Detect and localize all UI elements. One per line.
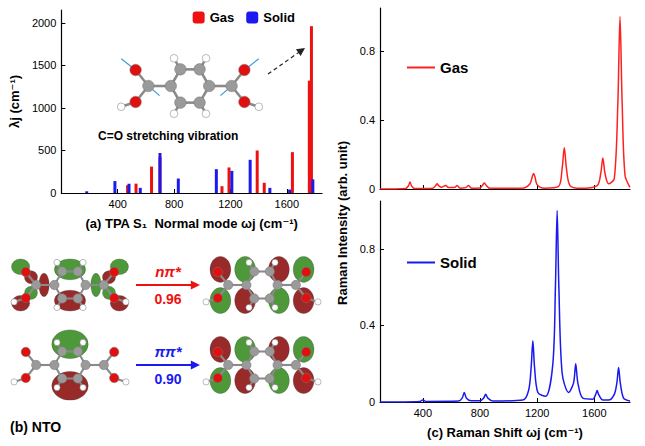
svg-text:Solid: Solid (440, 254, 477, 271)
svg-text:(b) NTO: (b) NTO (10, 419, 61, 435)
svg-text:nπ*: nπ* (155, 263, 182, 280)
svg-text:800: 800 (471, 407, 489, 419)
svg-text:1500: 1500 (32, 59, 56, 71)
svg-text:500: 500 (38, 144, 56, 156)
svg-text:1200: 1200 (525, 407, 549, 419)
svg-text:800: 800 (165, 198, 183, 210)
svg-text:(a) TPA S₁ Normal mode ωj (cm: (a) TPA S₁ Normal mode ωj (cm⁻¹) (85, 216, 297, 231)
svg-text:0.96: 0.96 (154, 291, 181, 307)
svg-text:0.90: 0.90 (154, 371, 181, 387)
html-text:Raman Intensity (arb. unit): Raman Intensity (arb. unit) (334, 141, 350, 305)
svg-text:(c) Raman Shift ωj (cm⁻¹): (c) Raman Shift ωj (cm⁻¹) (427, 425, 583, 440)
svg-text:0.8: 0.8 (360, 45, 375, 57)
svg-text:2000: 2000 (32, 17, 56, 29)
svg-text:0.4: 0.4 (360, 114, 375, 126)
svg-text:0.4: 0.4 (360, 319, 375, 331)
svg-text:0: 0 (369, 183, 375, 195)
svg-text:400: 400 (109, 198, 127, 210)
svg-text:1600: 1600 (275, 198, 299, 210)
svg-text:0: 0 (50, 187, 56, 199)
svg-text:Solid: Solid (263, 10, 295, 25)
svg-text:0.8: 0.8 (360, 243, 375, 255)
svg-text:1000: 1000 (32, 102, 56, 114)
svg-text:1600: 1600 (582, 407, 606, 419)
svg-text:400: 400 (414, 407, 432, 419)
svg-text:Gas: Gas (440, 59, 468, 76)
svg-text:λj (cm⁻¹): λj (cm⁻¹) (7, 75, 22, 128)
svg-text:ππ*: ππ* (154, 343, 182, 360)
svg-text:0: 0 (369, 396, 375, 408)
svg-text:Gas: Gas (210, 10, 235, 25)
svg-text:C=O stretching vibration: C=O stretching vibration (98, 129, 238, 143)
svg-text:1200: 1200 (218, 198, 242, 210)
